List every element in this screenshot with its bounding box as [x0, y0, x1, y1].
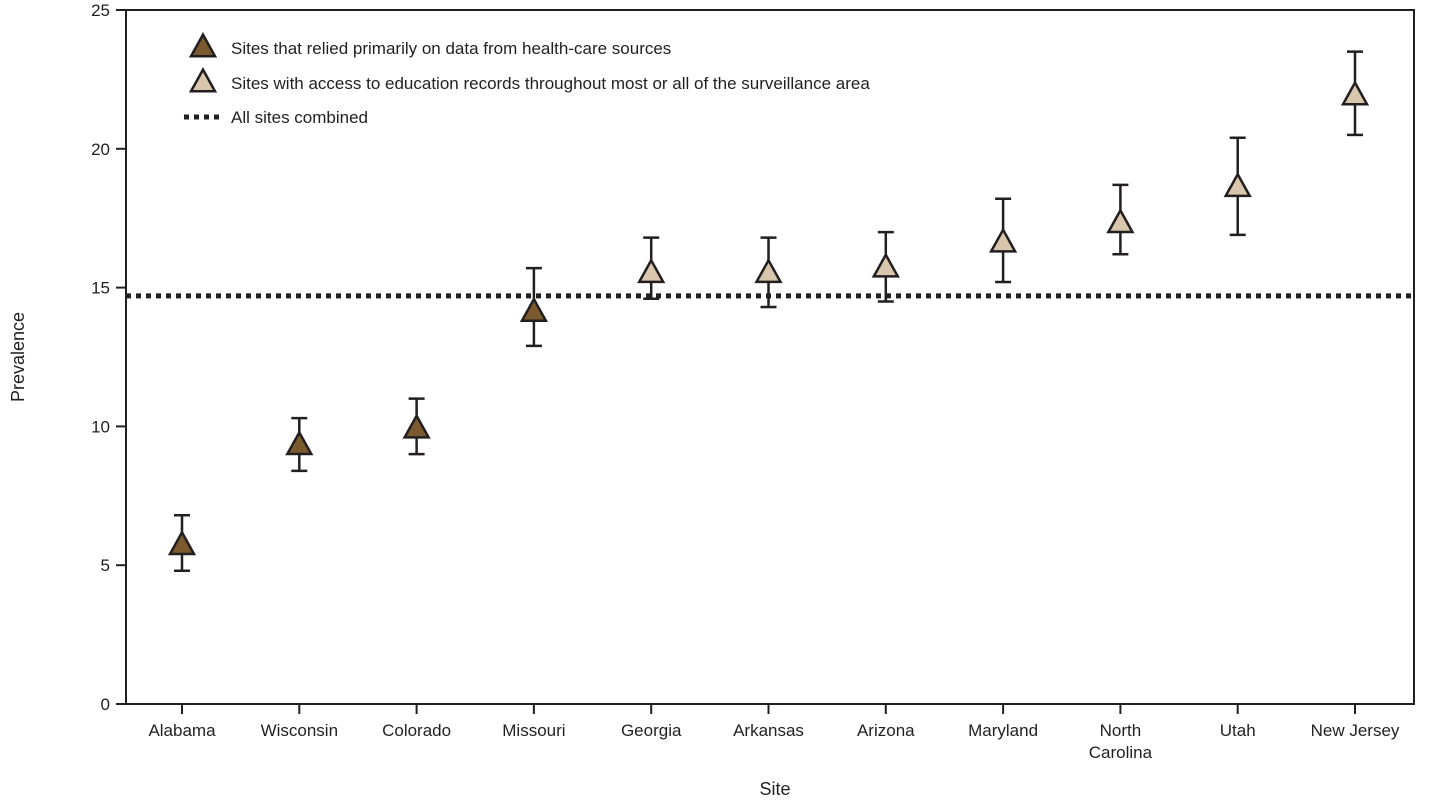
x-tick-label: Missouri: [502, 721, 565, 740]
data-point-triangle: [167, 529, 197, 556]
x-tick-label: Arizona: [857, 721, 915, 740]
data-point-triangle: [871, 252, 900, 278]
y-tick-label: 25: [91, 1, 110, 20]
x-axis: Alabama Wisconsin Colorado Missouri Georgia A…: [148, 704, 1400, 762]
data-point-triangle: [988, 227, 1018, 253]
legend-marker-triangle: [188, 32, 218, 58]
x-tick-label: Maryland: [968, 721, 1038, 740]
data-points: [167, 50, 1370, 573]
data-point-triangle: [1106, 207, 1135, 234]
y-axis: 0 5 10 15 20 25: [91, 1, 126, 714]
x-tick-label: Arkansas: [733, 721, 804, 740]
y-tick-label: 20: [91, 140, 110, 159]
data-point-triangle: [285, 429, 314, 456]
legend-marker-triangle: [188, 67, 218, 93]
data-point-triangle: [754, 257, 783, 284]
plot-frame: [125, 9, 1415, 705]
legend-label: Sites that relied primarily on data from…: [231, 39, 671, 58]
legend-label: Sites with access to education records t…: [231, 74, 870, 93]
data-point-triangle: [1223, 171, 1252, 198]
legend: Sites that relied primarily on data from…: [184, 32, 870, 127]
y-tick-label: 15: [91, 279, 110, 298]
x-tick-label: Georgia: [621, 721, 682, 740]
x-tick-label: Carolina: [1089, 743, 1153, 762]
x-tick-label: Alabama: [148, 721, 216, 740]
y-tick-label: 5: [101, 556, 110, 575]
y-axis-title: Prevalence: [8, 312, 28, 402]
data-point-triangle: [402, 413, 431, 439]
y-tick-label: 10: [91, 417, 110, 436]
x-tick-label: Wisconsin: [261, 721, 338, 740]
x-axis-title: Site: [759, 779, 790, 799]
legend-label: All sites combined: [231, 108, 368, 127]
data-point-triangle: [637, 257, 666, 284]
x-tick-label: Colorado: [382, 721, 451, 740]
x-tick-label: New Jersey: [1311, 721, 1400, 740]
x-tick-label: North: [1100, 721, 1142, 740]
data-point-triangle: [519, 296, 549, 323]
x-tick-label: Utah: [1220, 721, 1256, 740]
data-point-triangle: [1340, 80, 1370, 106]
y-tick-label: 0: [101, 695, 110, 714]
